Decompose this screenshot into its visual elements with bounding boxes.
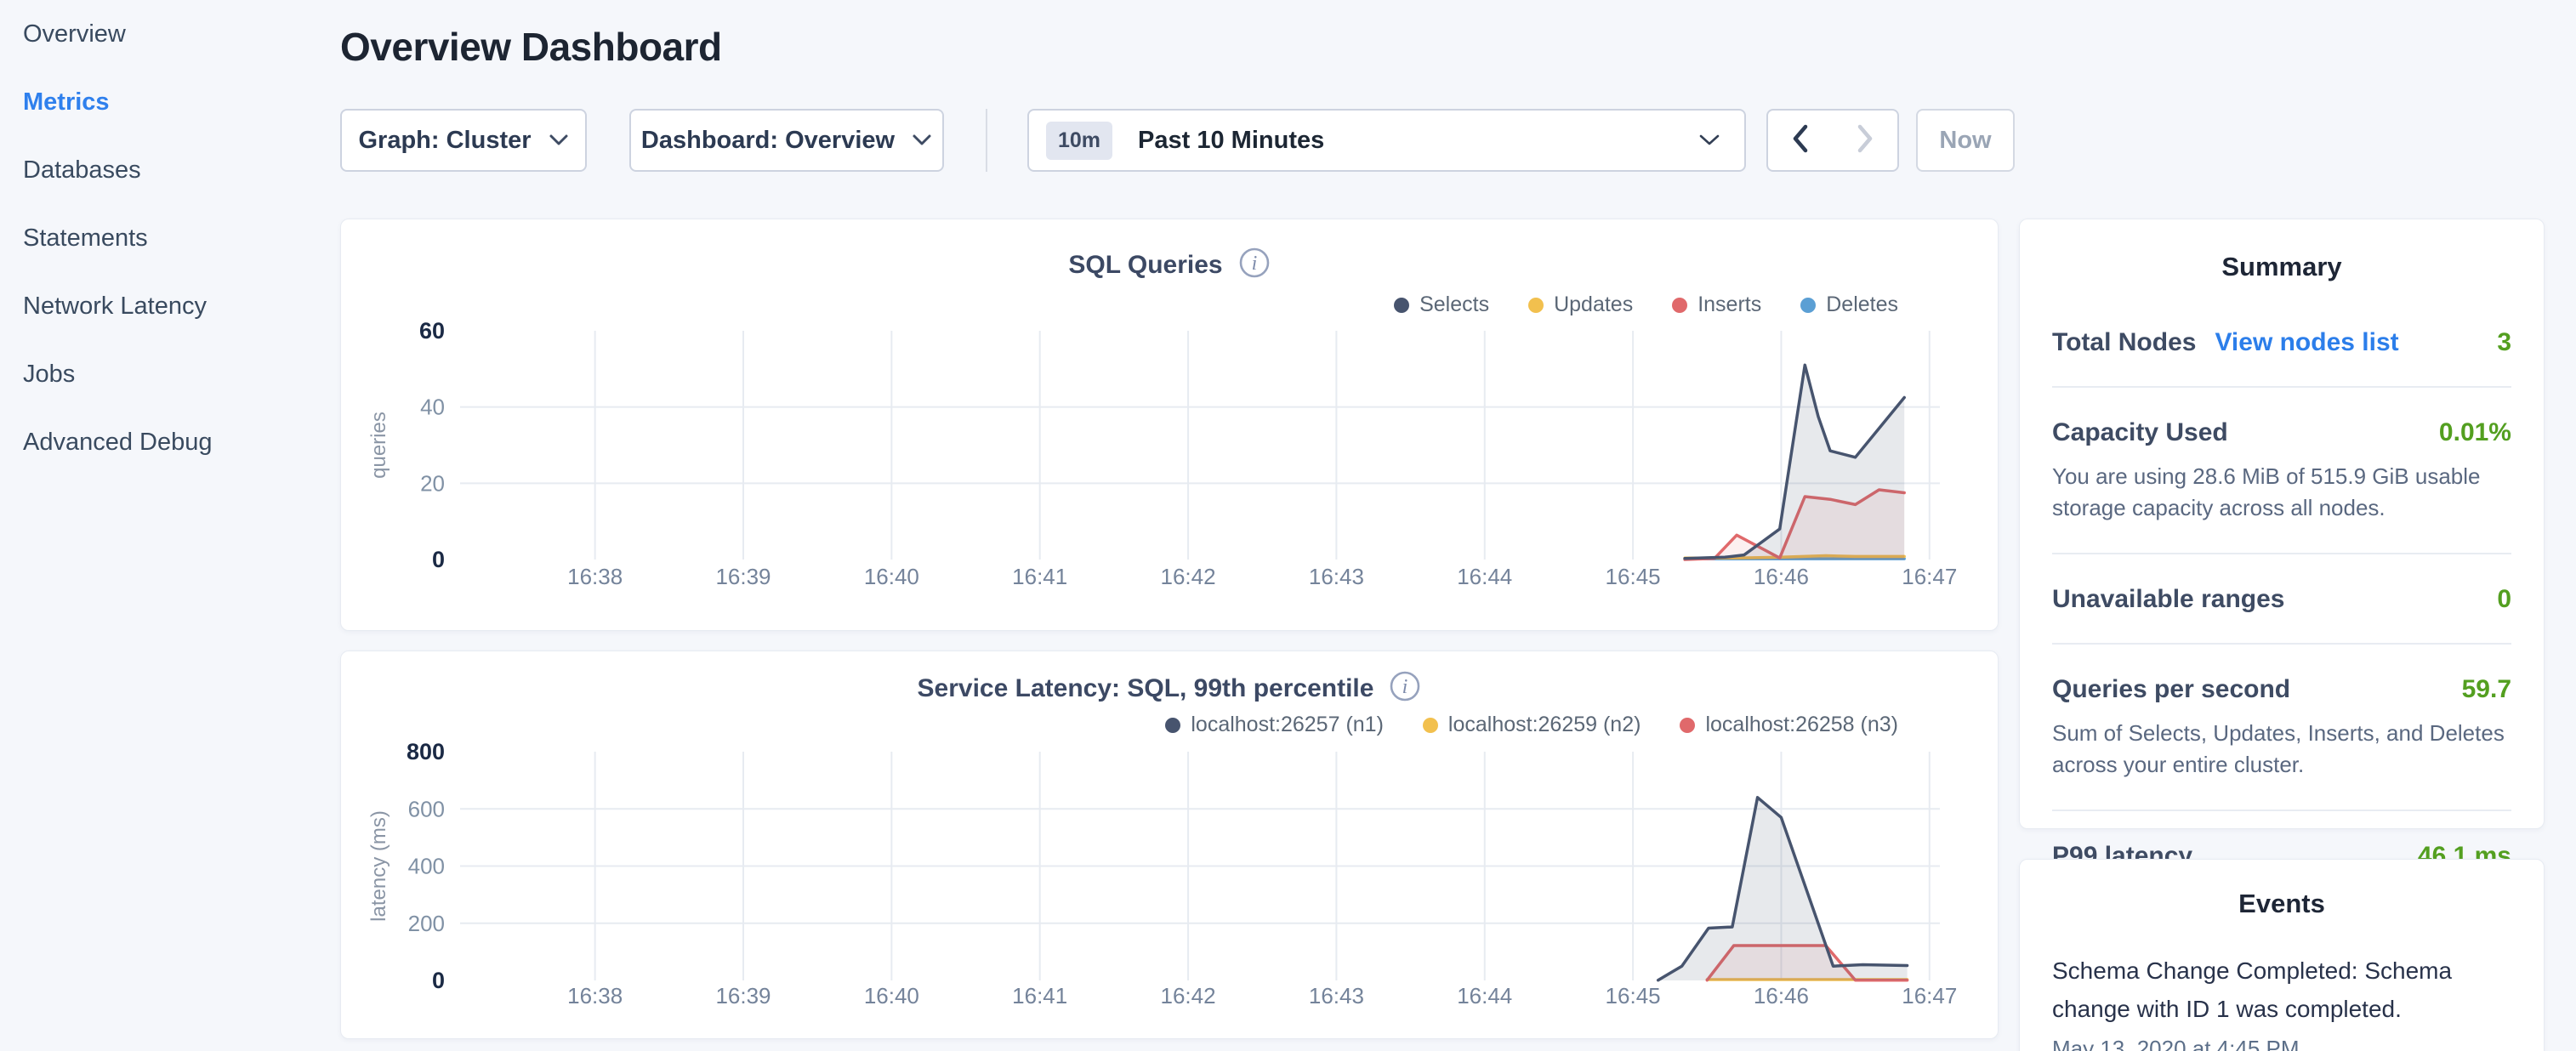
svg-text:16:43: 16:43 bbox=[1309, 564, 1364, 589]
summary-row-label: Queries per second bbox=[2052, 675, 2290, 704]
graph-dropdown-label: Graph: Cluster bbox=[358, 127, 531, 155]
view-nodes-list-link[interactable]: View nodes list bbox=[2215, 328, 2398, 357]
svg-text:16:42: 16:42 bbox=[1161, 564, 1216, 589]
summary-row-description: Sum of Selects, Updates, Inserts, and De… bbox=[2052, 718, 2511, 781]
dashboard-dropdown-label: Dashboard: Overview bbox=[641, 127, 895, 155]
svg-text:16:38: 16:38 bbox=[567, 983, 623, 1008]
summary-row-label: Capacity Used bbox=[2052, 418, 2228, 447]
svg-text:16:47: 16:47 bbox=[1902, 983, 1957, 1008]
svg-text:16:46: 16:46 bbox=[1754, 564, 1809, 589]
sql-queries-plot: 16:38 16:39 16:40 16:41 16:42 16:43 16:44 16:45… bbox=[341, 219, 1998, 630]
summary-row-value: 0 bbox=[2497, 585, 2511, 614]
svg-text:600: 600 bbox=[408, 796, 445, 821]
summary-row: Capacity Used 0.01% You are using 28.6 MiB… bbox=[2052, 386, 2511, 553]
svg-text:queries: queries bbox=[367, 412, 390, 479]
chevron-right-icon bbox=[1856, 124, 1874, 157]
graph-dropdown[interactable]: Graph: Cluster bbox=[340, 109, 587, 172]
sidebar-item-metrics[interactable]: Metrics bbox=[0, 68, 340, 136]
sidebar-item-statements[interactable]: Statements bbox=[0, 204, 340, 272]
svg-text:16:38: 16:38 bbox=[567, 564, 623, 589]
events-list: Schema Change Completed: Schema change w… bbox=[2052, 952, 2511, 1051]
event-message: Schema Change Completed: Schema change w… bbox=[2052, 952, 2511, 1029]
svg-text:0: 0 bbox=[432, 547, 445, 572]
service-latency-plot: 16:38 16:39 16:40 16:41 16:42 16:43 16:44 16:45… bbox=[341, 651, 1998, 1038]
summary-title: Summary bbox=[2052, 252, 2511, 282]
chevron-down-icon bbox=[549, 134, 569, 147]
sidebar-item-databases[interactable]: Databases bbox=[0, 136, 340, 204]
summary-panel: Summary Total Nodes View nodes list 3 Capac… bbox=[2019, 219, 2545, 829]
summary-row: Total Nodes View nodes list 3 bbox=[2052, 298, 2511, 386]
svg-text:16:41: 16:41 bbox=[1012, 983, 1067, 1008]
svg-text:60: 60 bbox=[419, 318, 445, 344]
sidebar-item-overview[interactable]: Overview bbox=[0, 0, 340, 68]
events-panel: Events Schema Change Completed: Schema c… bbox=[2019, 859, 2545, 1051]
sql-queries-panel: SQL Queries i SelectsUpdatesInsertsDelet… bbox=[340, 219, 1999, 631]
controls-divider bbox=[986, 109, 987, 172]
summary-row-value: 3 bbox=[2497, 328, 2511, 357]
sidebar-item-network-latency[interactable]: Network Latency bbox=[0, 272, 340, 340]
svg-text:16:44: 16:44 bbox=[1457, 983, 1512, 1008]
summary-rows: Total Nodes View nodes list 3 Capacity Used… bbox=[2052, 298, 2511, 900]
svg-text:200: 200 bbox=[408, 911, 445, 936]
service-latency-panel: Service Latency: SQL, 99th percentile i … bbox=[340, 650, 1999, 1039]
svg-text:400: 400 bbox=[408, 854, 445, 879]
event-timestamp: May 13, 2020 at 4:45 PM bbox=[2052, 1036, 2511, 1051]
chevron-down-icon bbox=[1698, 134, 1720, 147]
svg-text:16:39: 16:39 bbox=[715, 564, 771, 589]
summary-row: Unavailable ranges 0 bbox=[2052, 553, 2511, 643]
svg-text:16:47: 16:47 bbox=[1902, 564, 1957, 589]
chevron-left-icon bbox=[1791, 124, 1810, 157]
summary-row-value: 0.01% bbox=[2439, 418, 2511, 447]
sidebar-item-jobs[interactable]: Jobs bbox=[0, 340, 340, 408]
time-range-badge: 10m bbox=[1046, 122, 1112, 160]
chevron-down-icon bbox=[912, 134, 932, 147]
summary-row-description: You are using 28.6 MiB of 515.9 GiB usab… bbox=[2052, 461, 2511, 524]
svg-text:16:39: 16:39 bbox=[715, 983, 771, 1008]
sidebar-item-advanced-debug[interactable]: Advanced Debug bbox=[0, 408, 340, 476]
sidebar: OverviewMetricsDatabasesStatementsNetwor… bbox=[0, 0, 340, 1051]
time-prev-button[interactable] bbox=[1766, 109, 1834, 172]
page-title: Overview Dashboard bbox=[340, 24, 722, 70]
time-range-label: Past 10 Minutes bbox=[1138, 127, 1324, 155]
svg-text:800: 800 bbox=[407, 739, 445, 764]
svg-text:16:43: 16:43 bbox=[1309, 983, 1364, 1008]
dashboard-dropdown[interactable]: Dashboard: Overview bbox=[629, 109, 944, 172]
summary-row-value: 59.7 bbox=[2462, 675, 2511, 704]
svg-text:16:42: 16:42 bbox=[1161, 983, 1216, 1008]
svg-text:16:46: 16:46 bbox=[1754, 983, 1809, 1008]
svg-text:20: 20 bbox=[420, 470, 445, 496]
summary-row: Queries per second 59.7 Sum of Selects, Up… bbox=[2052, 643, 2511, 810]
svg-text:16:45: 16:45 bbox=[1606, 983, 1661, 1008]
now-button[interactable]: Now bbox=[1916, 109, 2015, 172]
time-range-selector[interactable]: 10m Past 10 Minutes bbox=[1027, 109, 1746, 172]
svg-text:16:40: 16:40 bbox=[864, 564, 919, 589]
events-title: Events bbox=[2052, 889, 2511, 919]
svg-text:16:45: 16:45 bbox=[1606, 564, 1661, 589]
time-next-button[interactable] bbox=[1832, 109, 1899, 172]
svg-text:40: 40 bbox=[420, 395, 445, 420]
svg-text:16:40: 16:40 bbox=[864, 983, 919, 1008]
summary-row-label: Total Nodes bbox=[2052, 328, 2196, 357]
svg-text:latency (ms): latency (ms) bbox=[367, 810, 390, 922]
svg-text:16:41: 16:41 bbox=[1012, 564, 1067, 589]
svg-text:16:44: 16:44 bbox=[1457, 564, 1512, 589]
summary-row-label: Unavailable ranges bbox=[2052, 585, 2284, 614]
svg-text:0: 0 bbox=[432, 968, 445, 993]
